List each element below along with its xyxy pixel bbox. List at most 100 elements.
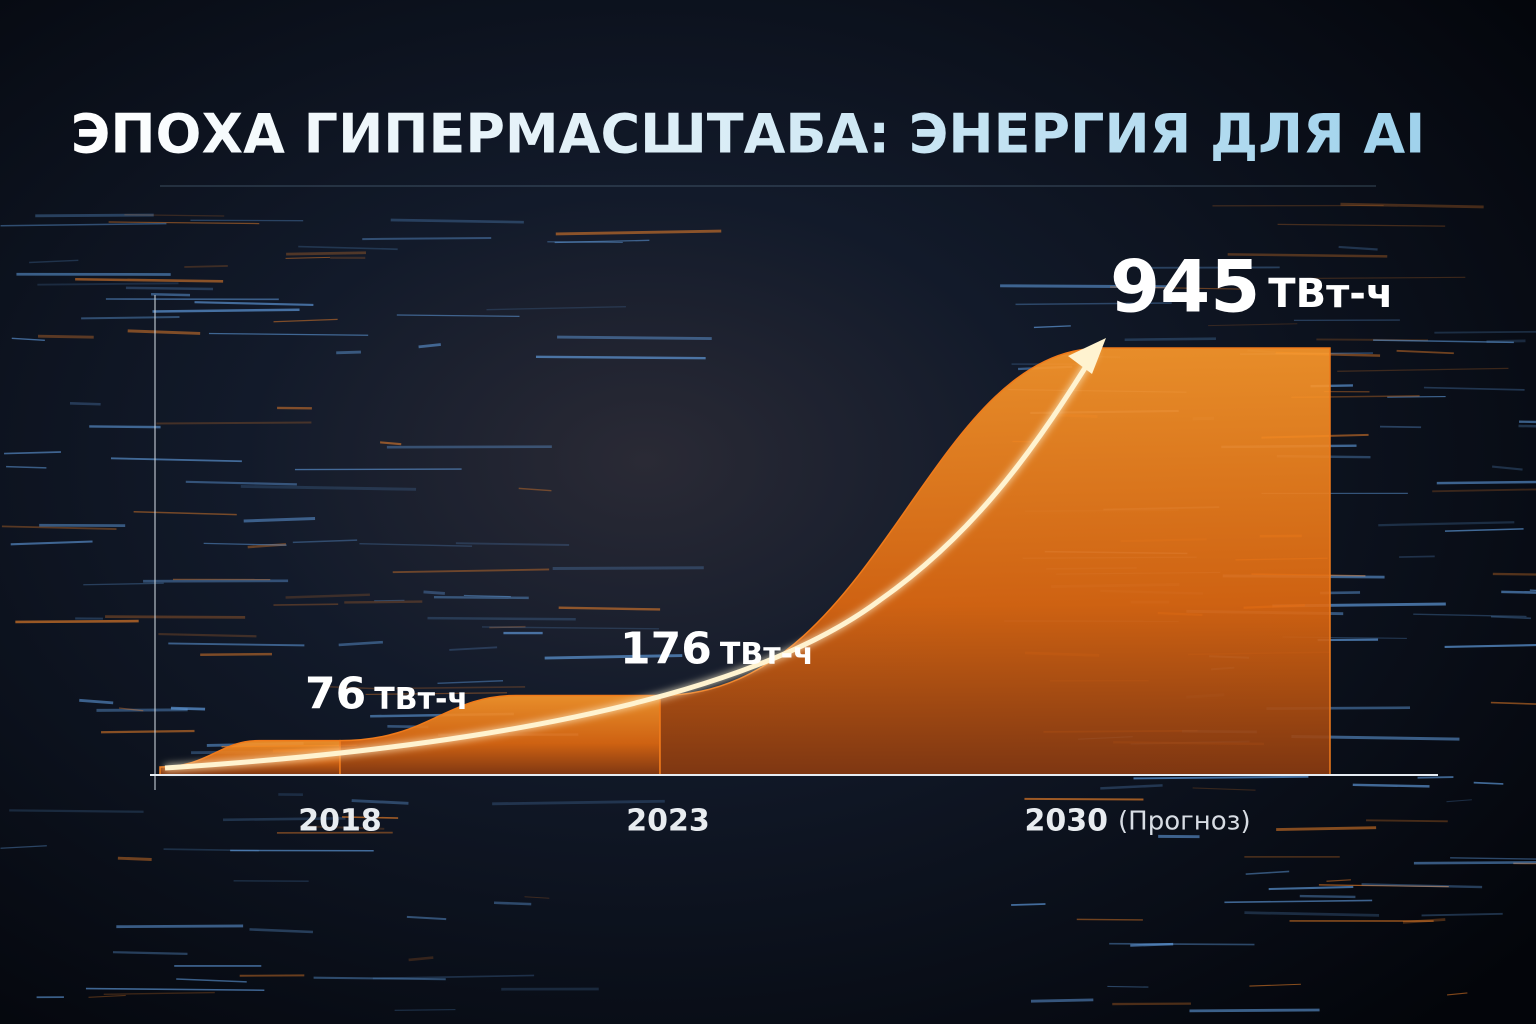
streak xyxy=(223,817,346,822)
streak xyxy=(101,729,195,734)
streak xyxy=(176,978,247,983)
streak xyxy=(88,994,126,998)
streak xyxy=(558,606,661,611)
streak xyxy=(1192,787,1256,791)
streak xyxy=(185,480,297,486)
streak xyxy=(394,1009,456,1011)
streak xyxy=(1378,521,1515,527)
streak xyxy=(1338,245,1378,251)
streak xyxy=(158,632,257,638)
streak xyxy=(1033,325,1071,329)
streak xyxy=(535,355,706,360)
streak xyxy=(1015,302,1172,306)
streak xyxy=(1245,870,1290,875)
streak xyxy=(1306,276,1466,280)
streak xyxy=(9,809,144,813)
value-unit: ТВт-ч xyxy=(1268,271,1393,317)
streak xyxy=(1130,942,1174,947)
streak xyxy=(365,692,508,696)
x-tick-label: 2023 xyxy=(626,804,710,839)
streak xyxy=(83,582,164,586)
streak xyxy=(1444,528,1524,532)
streak xyxy=(386,445,552,449)
streak xyxy=(273,318,338,323)
streak xyxy=(298,245,398,251)
streak xyxy=(1277,223,1446,227)
streak xyxy=(1417,776,1454,779)
streak xyxy=(10,540,93,546)
streak xyxy=(396,314,520,318)
streak xyxy=(455,542,570,546)
streak xyxy=(493,901,532,906)
streak xyxy=(1268,885,1354,891)
streak xyxy=(1421,912,1503,917)
streak xyxy=(133,510,237,516)
streak xyxy=(1423,386,1525,391)
streak xyxy=(433,595,529,600)
streak xyxy=(0,222,167,227)
streak xyxy=(112,951,188,955)
streak xyxy=(1501,590,1536,594)
x-tick-label: 2030 xyxy=(1025,804,1109,839)
streak xyxy=(37,334,94,339)
streak xyxy=(1352,783,1430,788)
streak xyxy=(170,706,206,711)
streak xyxy=(449,646,498,651)
streak xyxy=(118,707,144,712)
streak xyxy=(15,619,139,624)
streak xyxy=(1189,1008,1320,1013)
streak xyxy=(406,915,447,921)
streak xyxy=(362,237,492,241)
streak xyxy=(1100,784,1163,790)
streak xyxy=(351,799,409,805)
streak xyxy=(1024,797,1144,801)
streak xyxy=(1492,465,1523,471)
streak xyxy=(418,343,441,349)
streak xyxy=(81,316,180,320)
streak xyxy=(240,484,417,491)
streak xyxy=(1337,367,1509,372)
streak xyxy=(1490,615,1532,620)
growth-arrow xyxy=(164,350,1098,771)
streak xyxy=(1076,918,1143,921)
streak xyxy=(1450,857,1536,860)
streak xyxy=(336,350,361,355)
streak xyxy=(1000,284,1170,289)
streak xyxy=(359,542,473,547)
streak xyxy=(396,686,526,690)
streak xyxy=(518,487,552,492)
streak xyxy=(1399,555,1435,558)
streak xyxy=(96,708,188,712)
streak xyxy=(285,256,331,259)
streak xyxy=(1208,323,1298,327)
streak xyxy=(1124,337,1216,341)
streak xyxy=(1490,701,1536,705)
bar xyxy=(659,347,1331,776)
streak xyxy=(11,337,45,341)
streak xyxy=(392,568,550,574)
streak xyxy=(103,991,215,996)
streak xyxy=(554,239,650,244)
streak xyxy=(557,335,712,340)
streak xyxy=(486,306,626,311)
streak xyxy=(1109,286,1249,290)
streak xyxy=(194,301,314,307)
streak xyxy=(1299,894,1356,899)
streak xyxy=(1379,425,1422,429)
value-label: 76 xyxy=(305,669,366,720)
streak xyxy=(1486,339,1526,343)
streak xyxy=(547,241,623,244)
streak xyxy=(1447,992,1468,996)
streak xyxy=(1249,983,1301,987)
streak xyxy=(1224,899,1373,904)
streak xyxy=(437,680,504,685)
streak xyxy=(492,799,665,806)
streak xyxy=(243,516,316,523)
streak xyxy=(1473,781,1504,785)
streak xyxy=(124,214,225,217)
streak xyxy=(1396,349,1454,355)
x-tick-label: 2018 xyxy=(298,804,382,839)
value-unit: ТВт-ч xyxy=(720,637,814,672)
streak xyxy=(1366,819,1448,823)
